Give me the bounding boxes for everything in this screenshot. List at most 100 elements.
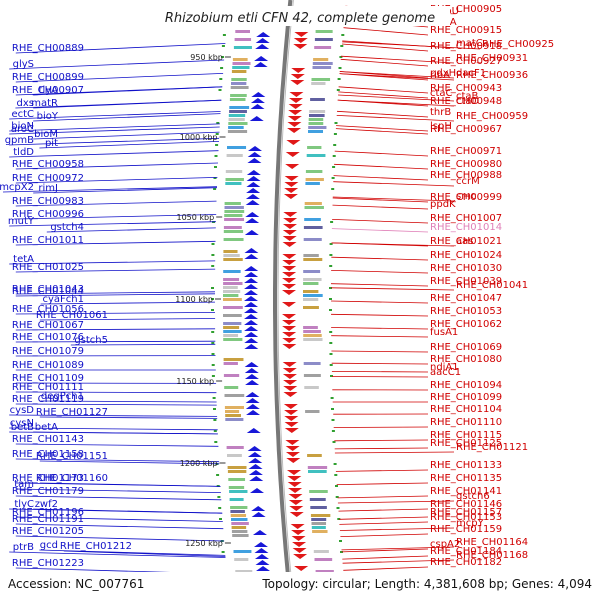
- left-leader-line: [33, 113, 221, 122]
- band-right: [303, 290, 319, 293]
- tick-left: [212, 397, 216, 399]
- gene-arrow-forward: [244, 308, 259, 313]
- right-gene-label: RHE_CH01157: [430, 507, 502, 518]
- gene-arrow-forward: [245, 398, 260, 403]
- right-gene-label: ribA: [430, 70, 450, 81]
- band-left: [230, 94, 247, 97]
- left-leader-line: [15, 43, 226, 54]
- gene-arrow-reverse: [282, 326, 297, 331]
- gene-arrow-reverse: [294, 566, 309, 571]
- left-gene-label: bioY: [37, 111, 59, 122]
- left-gene-label: RHE_CH01143: [12, 434, 84, 445]
- right-leader-line: [339, 521, 429, 525]
- right-gene-label: RHE_CH01024: [430, 250, 502, 261]
- band-right: [308, 470, 327, 473]
- band-left: [224, 394, 245, 397]
- left-gene-label: zwf2: [35, 499, 58, 510]
- right-leader-line: [337, 500, 455, 504]
- right-leader-line: [333, 175, 429, 181]
- right-gene-label: aacC1: [430, 367, 461, 378]
- band-left: [227, 454, 242, 457]
- left-leader-line: [46, 227, 216, 233]
- left-gene-label: RHE_CH01212: [60, 541, 132, 552]
- right-leader-line: [331, 371, 429, 373]
- band-right: [315, 30, 333, 33]
- tick-right: [333, 463, 337, 465]
- right-gene-label: RHE_CH00925: [482, 39, 554, 50]
- right-leader-line: [342, 41, 481, 50]
- right-gene-label: RHE_CH01099: [430, 392, 502, 403]
- right-leader-line: [331, 362, 429, 365]
- left-gene-label: RHE_CH00907: [12, 85, 84, 96]
- band-right: [310, 98, 325, 101]
- right-leader-line: [331, 270, 429, 274]
- gene-arrow-reverse: [282, 338, 297, 343]
- band-left: [223, 226, 242, 229]
- left-leader-line: [40, 400, 217, 403]
- tick-right: [340, 551, 343, 553]
- gene-arrow-forward: [250, 98, 265, 103]
- left-leader-line: [9, 111, 221, 120]
- right-leader-line: [335, 128, 429, 135]
- band-right: [305, 410, 320, 413]
- left-leader-line: [15, 293, 216, 297]
- right-gene-label: RHE_CH00918: [430, 41, 502, 52]
- right-gene-label: RHE_CH01069: [430, 342, 502, 353]
- right-leader-line: [336, 482, 429, 485]
- right-leader-line: [340, 58, 429, 67]
- left-leader-line: [9, 123, 220, 132]
- band-left: [223, 278, 240, 281]
- gene-arrow-forward: [244, 368, 259, 373]
- tick-right: [330, 397, 334, 399]
- gene-arrow-reverse: [286, 458, 301, 463]
- band-right: [307, 146, 322, 149]
- tick-right: [339, 56, 343, 58]
- tick-left: [211, 298, 214, 300]
- left-gene-label: gstch4: [50, 222, 84, 233]
- gene-arrow-forward: [249, 488, 264, 493]
- left-gene-label: mutY: [8, 216, 35, 227]
- gene-arrow-reverse: [290, 524, 305, 529]
- gene-arrow-forward: [244, 248, 259, 253]
- left-leader-line: [9, 137, 220, 146]
- right-gene-label: RHE_CH00971: [430, 146, 502, 157]
- gene-arrow-reverse: [283, 380, 298, 385]
- tick-left: [219, 78, 223, 80]
- left-leader-line: [39, 318, 216, 321]
- band-left: [227, 146, 247, 149]
- band-right: [303, 330, 321, 333]
- left-gene-label: RHE_CH00996: [12, 209, 84, 220]
- gene-arrow-forward: [247, 158, 262, 163]
- right-gene-label: fusA1: [430, 327, 458, 338]
- gene-arrow-forward: [246, 176, 261, 181]
- gene-arrow-reverse: [287, 476, 302, 481]
- tick-right: [329, 342, 333, 344]
- left-leader-line: [15, 73, 224, 83]
- right-leader-line: [337, 94, 455, 102]
- tick-left: [215, 133, 219, 135]
- left-gene-label: RHE_CH01011: [12, 235, 84, 246]
- right-leader-line: [331, 335, 429, 338]
- tick-left: [211, 287, 214, 289]
- gene-arrow-reverse: [284, 410, 299, 415]
- right-gene-label: RHE_CH01039: [430, 276, 502, 287]
- tick-right: [331, 430, 335, 432]
- band-left: [223, 374, 240, 377]
- right-gene-label: RHE_CH01159: [430, 524, 502, 535]
- band-right: [313, 58, 329, 61]
- band-right: [310, 506, 327, 509]
- gene-arrow-reverse: [283, 404, 298, 409]
- gene-arrow-forward: [244, 332, 259, 337]
- right-gene-label: ndiA1: [430, 362, 459, 373]
- gene-arrow-reverse: [286, 470, 301, 475]
- left-leader-line: [9, 551, 226, 558]
- band-left: [229, 498, 244, 501]
- gene-arrow-reverse: [283, 386, 298, 391]
- gene-arrow-forward: [246, 428, 261, 433]
- tick-right: [329, 331, 333, 333]
- right-leader-line: [331, 350, 429, 353]
- band-left: [225, 410, 240, 413]
- tick-right: [331, 177, 335, 179]
- right-leader-line: [343, 27, 429, 36]
- left-gene-label: RHE_CH01044: [12, 286, 84, 297]
